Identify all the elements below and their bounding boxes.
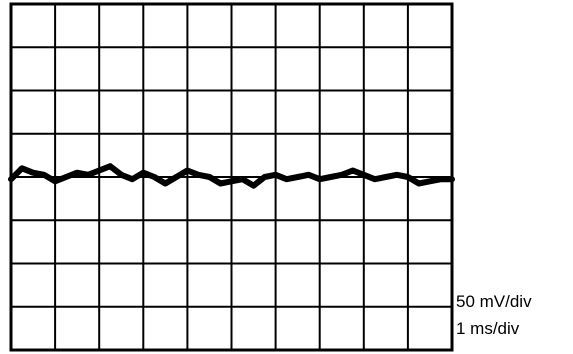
trace-sample-point (306, 172, 311, 177)
trace-sample-point (130, 177, 135, 182)
vertical-scale-label: 50 mV/div (456, 292, 532, 311)
trace-sample-point (163, 181, 168, 186)
trace-sample-point (229, 179, 234, 184)
trace-sample-point (108, 164, 113, 169)
trace-sample-point (141, 170, 146, 175)
trace-sample-point (427, 179, 432, 184)
trace-sample-point (284, 177, 289, 182)
trace-sample-point (439, 177, 443, 182)
trace-sample-point (64, 175, 69, 179)
trace-sample-point (416, 181, 421, 186)
trace-sample-point (317, 177, 322, 182)
signal-trace-group (8, 163, 455, 189)
trace-sample-point (394, 172, 399, 177)
trace-sample-point (218, 181, 223, 186)
trace-sample-point (97, 168, 102, 173)
plot-frame (9, 2, 454, 352)
trace-sample-point (383, 175, 388, 179)
trace-sample-point (86, 172, 91, 177)
trace-sample-point (152, 175, 157, 179)
trace-sample-point (20, 166, 24, 171)
trace-sample-point (196, 172, 201, 177)
trace-sample-point (350, 168, 355, 173)
trace-sample-point (295, 175, 300, 179)
trace-sample-point (207, 175, 212, 179)
trace-sample-point (119, 172, 124, 177)
trace-sample-point (405, 175, 410, 179)
trace-sample-point (328, 175, 333, 179)
trace-sample-point (372, 177, 377, 182)
trace-sample-point (75, 170, 80, 175)
trace-sample-point (361, 172, 366, 177)
trace-sample-point (251, 183, 256, 188)
trace-sample-point (42, 172, 47, 177)
trace-sample-point (339, 172, 344, 177)
trace-sample-point (262, 175, 267, 179)
trace-sample-point (31, 170, 35, 175)
trace-sample-point (53, 179, 58, 184)
trace-sample-point (185, 168, 190, 173)
horizontal-scale-label: 1 ms/div (456, 319, 520, 338)
trace-sample-point (174, 175, 179, 179)
trace-sample-point (240, 177, 245, 182)
trace-sample-point (273, 172, 278, 177)
